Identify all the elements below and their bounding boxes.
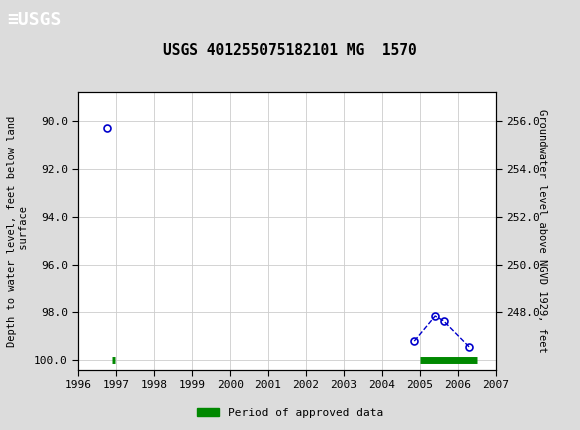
Y-axis label: Depth to water level, feet below land
 surface: Depth to water level, feet below land su… — [7, 116, 28, 347]
Text: USGS 401255075182101 MG  1570: USGS 401255075182101 MG 1570 — [163, 43, 417, 58]
Text: ≡USGS: ≡USGS — [7, 12, 61, 29]
Legend: Period of approved data: Period of approved data — [193, 403, 387, 422]
Y-axis label: Groundwater level above NGVD 1929, feet: Groundwater level above NGVD 1929, feet — [537, 109, 547, 353]
